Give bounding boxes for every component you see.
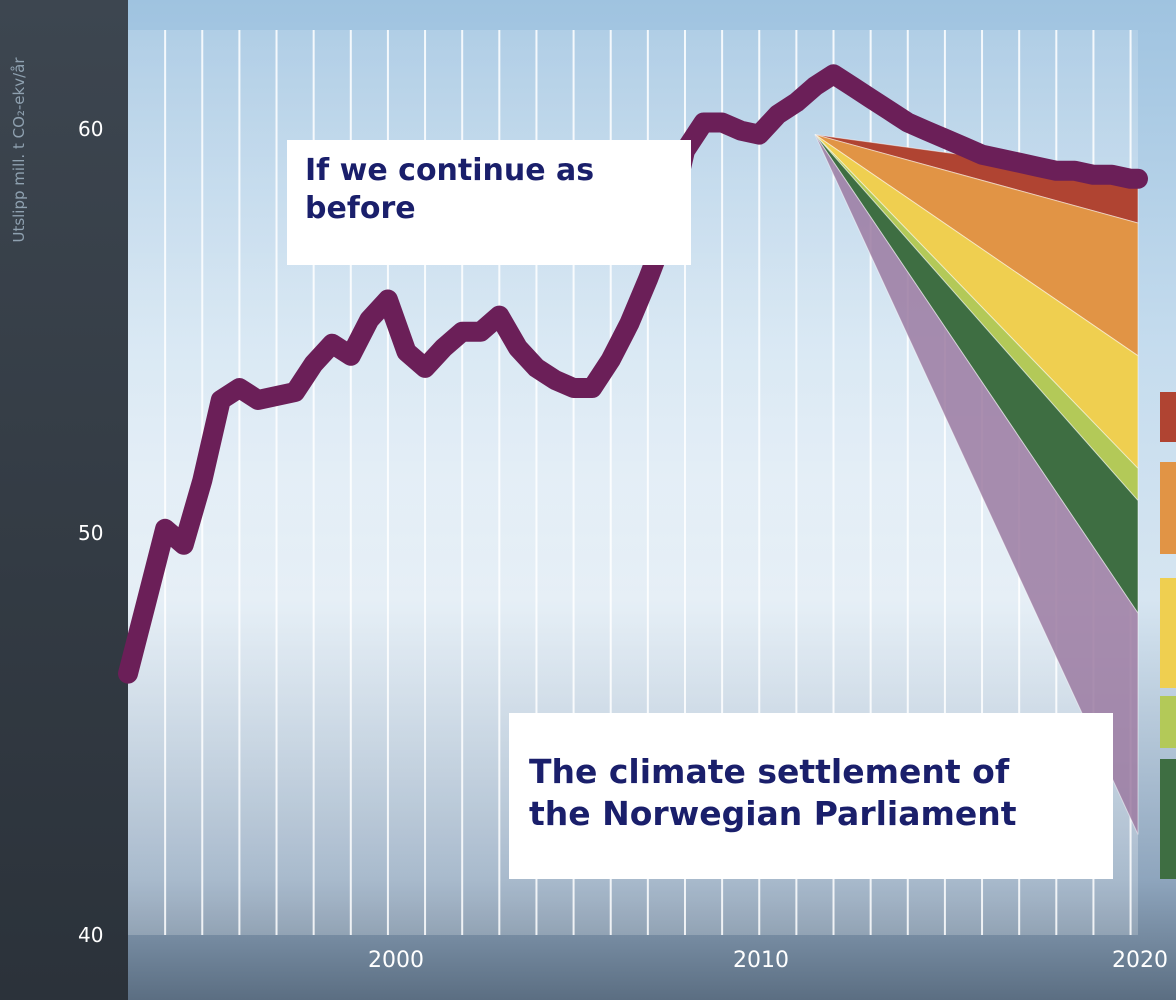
- annotation-settlement-line1: The climate settlement of: [529, 752, 1010, 791]
- annotation-bau-line1: If we continue as: [305, 153, 595, 188]
- annotation-settlement-line2: the Norwegian Parliament: [529, 794, 1017, 834]
- legend-swatch-2: [1160, 462, 1176, 554]
- x-tick-label-2000: 2000: [368, 948, 424, 973]
- scenario-wedges: [814, 134, 1139, 835]
- y-tick-label-50: 50: [78, 521, 104, 545]
- y-tick-label-40: 40: [78, 923, 104, 947]
- y-tick-label-60: 60: [78, 117, 104, 141]
- legend-swatch-3: [1160, 578, 1176, 688]
- legend-swatch-5: [1160, 759, 1176, 879]
- y-axis-panel: Utslipp mill. t CO₂-ekv/år 60 50 40: [0, 0, 128, 1000]
- x-tick-label-2020: 2020: [1112, 948, 1168, 973]
- annotation-business-as-usual: If we continue as before: [287, 140, 691, 265]
- legend-swatch-4: [1160, 696, 1176, 748]
- legend-swatch-1: [1160, 392, 1176, 442]
- emissions-line: [118, 64, 1148, 684]
- scenario-wedge-6: [814, 134, 1139, 835]
- annotation-climate-settlement: The climate settlement of the Norwegian …: [509, 713, 1113, 879]
- x-tick-label-2010: 2010: [733, 948, 789, 973]
- annotation-bau-line2: before: [305, 191, 416, 227]
